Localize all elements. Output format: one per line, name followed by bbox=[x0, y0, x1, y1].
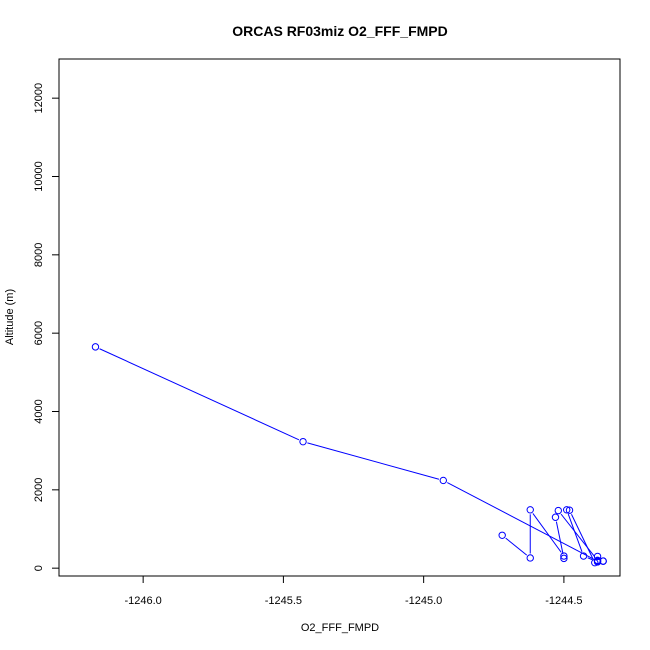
series-segment bbox=[99, 348, 300, 441]
y-axis: 0 2000 4000 6000 8000 10000 12000 bbox=[33, 83, 60, 571]
y-tick-label: 8000 bbox=[33, 243, 45, 267]
series-layer bbox=[91, 343, 607, 567]
series-segment bbox=[532, 513, 562, 553]
series-segment bbox=[560, 513, 596, 558]
chart-title: ORCAS RF03miz O2_FFF_FMPD bbox=[232, 23, 447, 39]
data-point bbox=[498, 531, 506, 539]
x-tick-label: -1244.5 bbox=[545, 595, 582, 607]
data-point bbox=[565, 506, 574, 514]
data-point bbox=[299, 437, 307, 446]
data-point bbox=[551, 513, 560, 521]
y-tick-label: 2000 bbox=[33, 478, 45, 502]
series-segment bbox=[505, 537, 528, 556]
x-tick-label: -1245.0 bbox=[405, 595, 442, 607]
y-tick-label: 10000 bbox=[33, 161, 45, 192]
series-segment bbox=[587, 557, 594, 561]
data-point bbox=[593, 556, 602, 565]
data-point bbox=[439, 476, 447, 485]
y-tick-label: 4000 bbox=[33, 399, 45, 423]
data-point bbox=[579, 552, 588, 560]
data-point bbox=[563, 506, 571, 514]
series-segment bbox=[567, 513, 583, 552]
series-segment bbox=[307, 442, 440, 480]
data-point bbox=[599, 557, 607, 565]
series-segment bbox=[447, 482, 594, 560]
y-axis-label: Altitude (m) bbox=[4, 289, 16, 345]
y-tick-label: 0 bbox=[33, 565, 45, 571]
data-point bbox=[91, 343, 100, 351]
y-tick-label: 6000 bbox=[33, 321, 45, 345]
data-point bbox=[560, 552, 568, 560]
x-axis: -1246.0 -1245.5 -1245.0 -1244.5 bbox=[124, 575, 583, 607]
x-tick-label: -1245.5 bbox=[265, 595, 302, 607]
data-point bbox=[526, 554, 534, 562]
data-point bbox=[593, 552, 602, 561]
series-segment bbox=[571, 514, 594, 559]
data-point bbox=[554, 506, 562, 515]
series-segment bbox=[555, 521, 564, 555]
data-point bbox=[526, 506, 534, 514]
y-tick-label: 12000 bbox=[33, 83, 45, 114]
x-axis-label: O2_FFF_FMPD bbox=[301, 622, 379, 634]
data-point bbox=[560, 554, 568, 563]
x-tick-label: -1246.0 bbox=[124, 595, 161, 607]
